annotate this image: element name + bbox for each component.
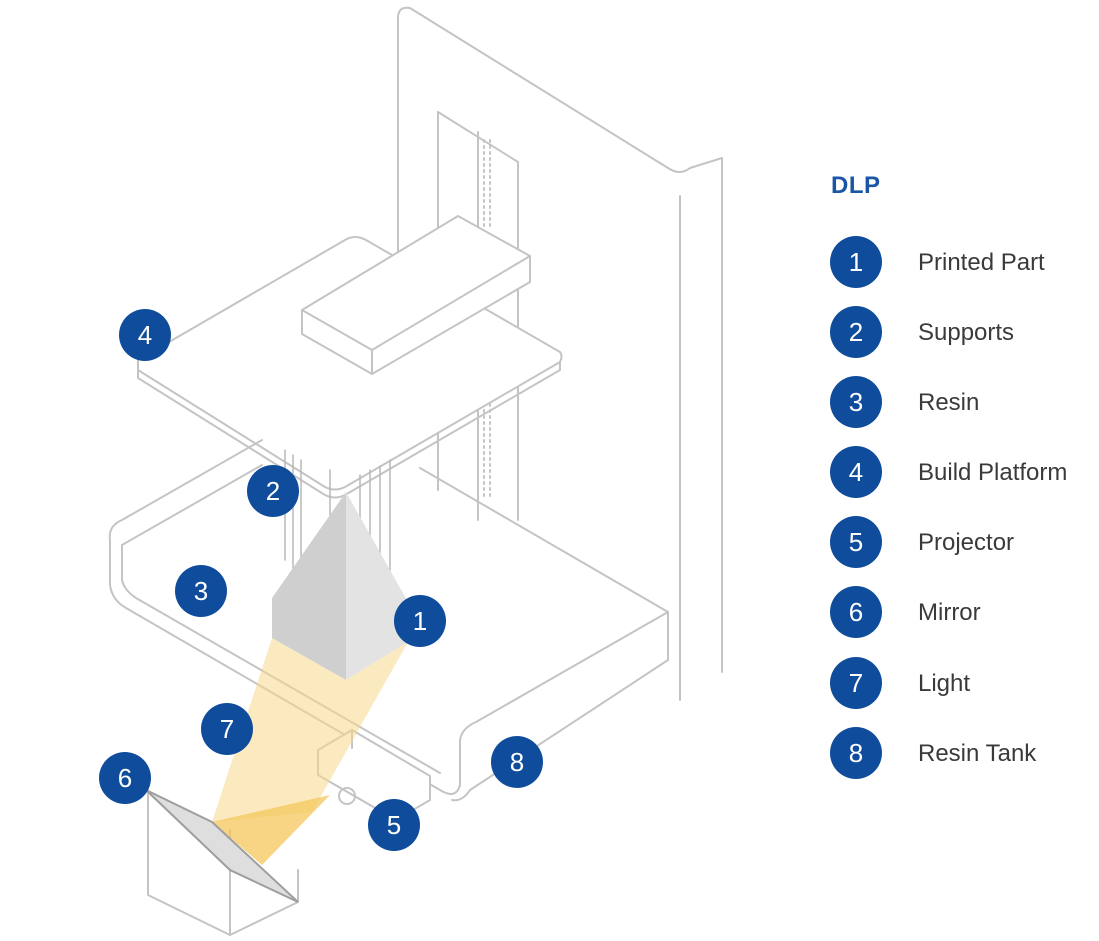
legend-item: 1 Printed Part	[830, 236, 1099, 288]
legend-item: 8 Resin Tank	[830, 727, 1099, 779]
legend-label: Printed Part	[918, 249, 1045, 276]
legend-label: Mirror	[918, 599, 981, 626]
legend-label: Resin Tank	[918, 740, 1037, 767]
legend-badge: 1	[830, 236, 882, 288]
legend-item: 7 Light	[830, 657, 1099, 709]
callout-6: 6	[99, 752, 151, 804]
callout-3: 3	[175, 565, 227, 617]
build-platform	[137, 215, 563, 499]
legend-title: DLP	[831, 172, 881, 199]
legend-item: 2 Supports	[830, 306, 1099, 358]
legend-label: Projector	[918, 529, 1015, 556]
callout-8: 8	[491, 736, 543, 788]
legend-item: 6 Mirror	[830, 586, 1099, 638]
legend-badge: 5	[830, 516, 882, 568]
callout-1: 1	[394, 595, 446, 647]
legend-badge: 6	[830, 586, 882, 638]
mirror	[145, 789, 299, 903]
legend-item: 3 Resin	[830, 376, 1099, 428]
legend-label: Supports	[918, 319, 1015, 346]
callout-2: 2	[247, 465, 299, 517]
legend-badge: 7	[830, 657, 882, 709]
callout-7: 7	[201, 703, 253, 755]
legend-label: Build Platform	[918, 459, 1068, 486]
legend-item: 4 Build Platform	[830, 446, 1099, 498]
legend-badge: 4	[830, 446, 882, 498]
legend-badge: 2	[830, 306, 882, 358]
legend-badge: 8	[830, 727, 882, 779]
legend-label: Light	[918, 670, 971, 697]
resin-tank	[108, 439, 669, 802]
callout-5: 5	[368, 799, 420, 851]
light-beams	[212, 638, 408, 865]
legend-label: Resin	[918, 389, 980, 416]
printed-part	[272, 492, 408, 680]
legend-item: 5 Projector	[830, 516, 1099, 568]
legend-badge: 3	[830, 376, 882, 428]
callout-4: 4	[119, 309, 171, 361]
